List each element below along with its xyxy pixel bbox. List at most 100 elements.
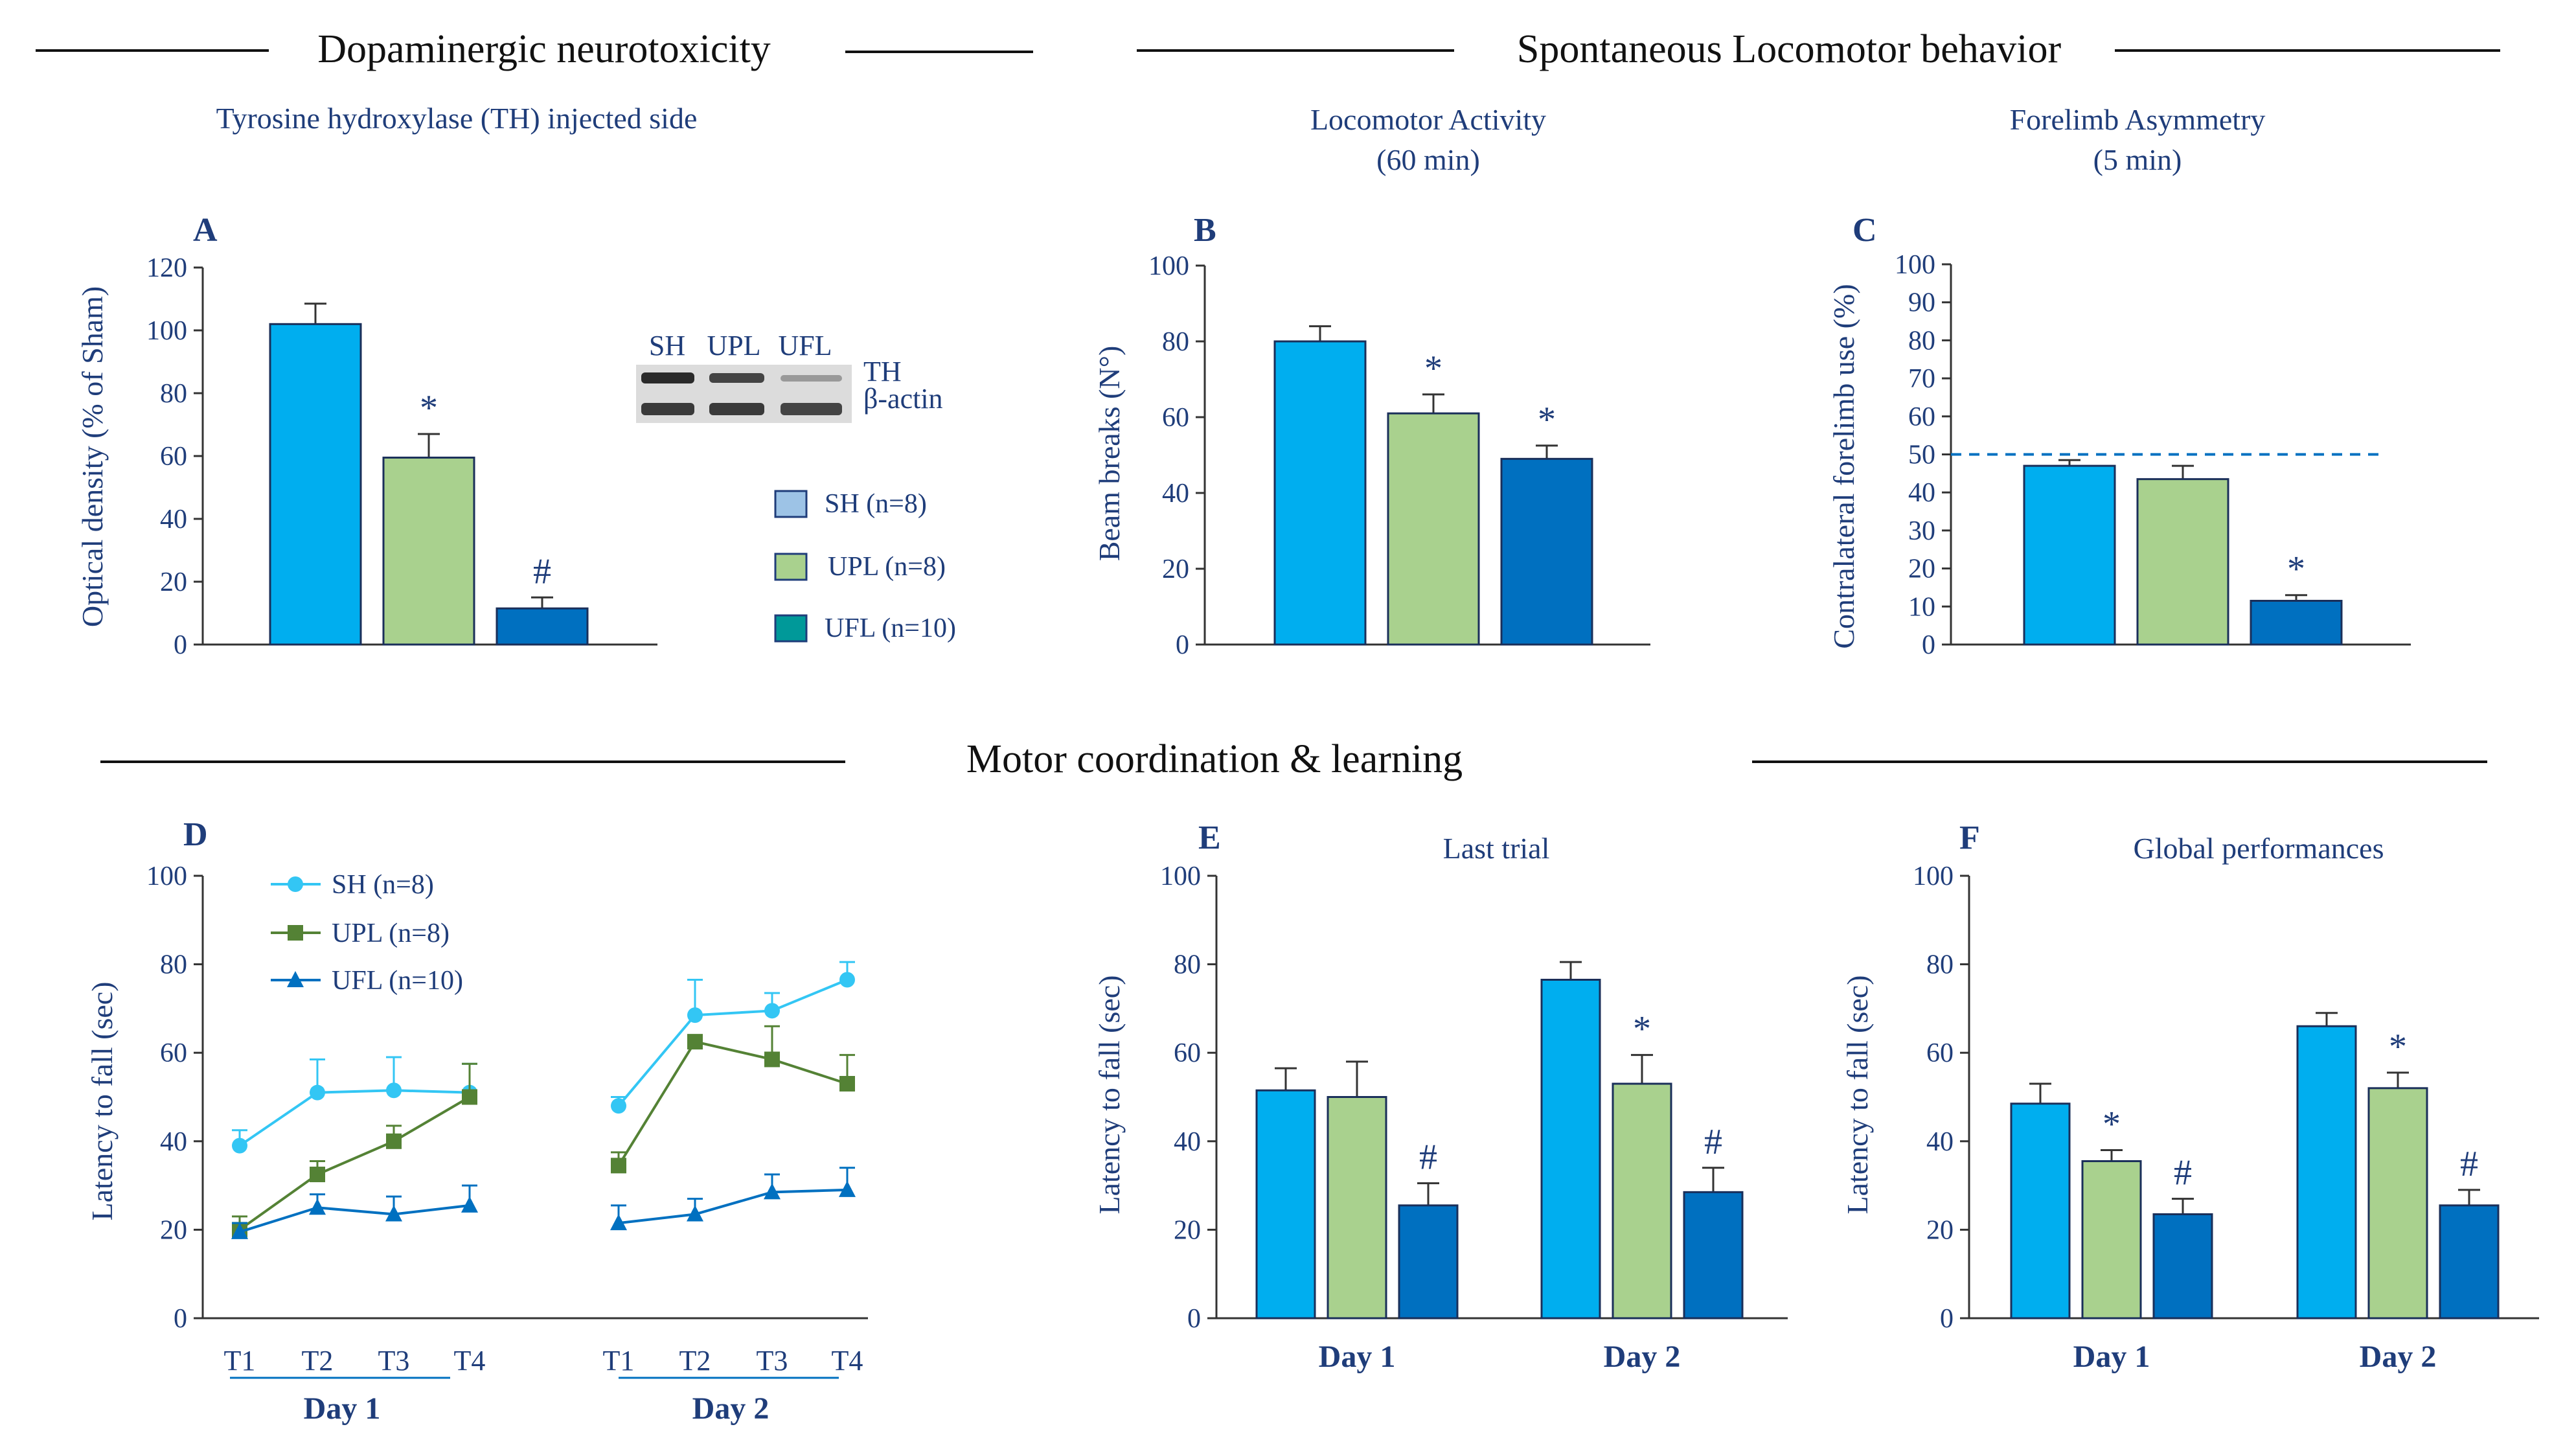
blot-band-th-sh [641, 372, 694, 383]
blot-row-actin: β-actin [863, 383, 943, 415]
panel-f-chart: 0 20 40 60 80 100 * # Day 1 * # Day 2 [1913, 862, 2539, 1374]
panel-d-legend-label-ufl: UFL (n=10) [332, 966, 463, 996]
panel-d-ylabel: Latency to fall (sec) [85, 981, 119, 1220]
blot-band-actin-upl [709, 403, 764, 415]
panel-b-bar-ufl [1500, 457, 1593, 646]
panel-d-xtick-label: T4 [454, 1345, 486, 1377]
blot-band-actin-ufl [781, 403, 842, 415]
panel-e-bar-upl [1327, 1096, 1387, 1320]
panel-e-category-label: Day 2 [1604, 1340, 1681, 1374]
panel-c-annotation: * [2287, 549, 2305, 589]
panel-d-ytick-label: 80 [160, 950, 187, 980]
legend-label-upl: UPL (n=8) [828, 552, 946, 582]
panel-d-xtick-label: T3 [757, 1345, 788, 1377]
panel-b-ytick-label: 100 [1148, 251, 1189, 281]
panel-d-xtick-label: T2 [679, 1345, 711, 1377]
panel-a-ytick-label: 40 [160, 505, 187, 534]
panel-a-letter: A [193, 212, 218, 249]
panel-a-ytick-label: 60 [160, 442, 187, 472]
panel-e-annotation: * [1633, 1009, 1651, 1049]
panel-f-letter: F [1959, 819, 1980, 856]
section-motor: Motor coordination & learning [100, 737, 2487, 781]
panel-d-group-label: Day 1 [304, 1391, 381, 1426]
panel-e-subtitle: Last trial [1443, 832, 1550, 865]
panel-d-series-sh-point [611, 1098, 626, 1114]
panel-e-category-label: Day 1 [1319, 1340, 1396, 1374]
panel-a-ytick-label: 20 [160, 567, 187, 597]
panel-e-annotation: # [1704, 1122, 1722, 1162]
panel-b-ytick-label: 60 [1162, 403, 1189, 433]
panel-c-ytick-label: 100 [1895, 250, 1935, 280]
panel-e-ytick-label: 20 [1174, 1215, 1201, 1245]
panel-d-series-ufl-line [618, 1188, 848, 1225]
panel-d-xtick-label: T1 [224, 1345, 256, 1377]
panel-f-ylabel: Latency to fall (sec) [1841, 975, 1874, 1214]
panel-c-bar-upl [2136, 478, 2229, 646]
blot-band-actin-sh [641, 403, 694, 415]
panel-d-series-ufl-point [610, 1214, 627, 1231]
panel-c-ytick-label: 10 [1908, 592, 1935, 622]
panel-e-letter: E [1198, 819, 1221, 856]
panel-d-series-upl-line [238, 1095, 471, 1231]
panel-d-series-ufl-point [385, 1205, 402, 1222]
panel-d-legend-marker-upl [288, 925, 303, 941]
section-dopaminergic-title: Dopaminergic neurotoxicity [317, 27, 771, 71]
panel-d-series-sh-point [232, 1137, 247, 1154]
panel-d-series-upl-point [687, 1034, 703, 1050]
panel-c-ytick-label: 30 [1908, 516, 1935, 546]
panel-c-ytick-label: 80 [1908, 326, 1935, 356]
panel-b-annotation: * [1538, 400, 1556, 440]
section-locomotor-title: Spontaneous Locomotor behavior [1517, 27, 2062, 71]
panel-b-ytick-label: 40 [1162, 479, 1189, 509]
panel-f-ytick-label: 100 [1913, 862, 1954, 891]
panel-d-legend-label-upl: UPL (n=8) [332, 919, 450, 948]
panel-e-chart: 0 20 40 60 80 100 # Day 1 * # Day 2 [1160, 862, 1788, 1374]
panel-b-ylabel: Beam breaks (N°) [1093, 346, 1126, 562]
panel-d-group-label: Day 2 [692, 1391, 769, 1426]
panel-f-bar-upl [2081, 1160, 2142, 1320]
panel-d-series-ufl-point [764, 1183, 781, 1200]
panel-a-ytick-label: 100 [146, 316, 187, 346]
panel-a-bar-ufl [496, 607, 589, 646]
panel-b-letter: B [1194, 212, 1216, 249]
panel-b-ytick-label: 0 [1176, 630, 1189, 660]
panel-d-series-ufl-point [839, 1180, 856, 1197]
panel-f-ytick-label: 20 [1926, 1215, 1954, 1245]
panel-e-bar-sh [1540, 979, 1601, 1320]
panel-e-bar-ufl [1683, 1191, 1744, 1320]
panel-f-annotation: * [2389, 1027, 2407, 1067]
panel-d-series-sh-line [617, 978, 848, 1107]
section-locomotor: Spontaneous Locomotor behavior [1137, 27, 2500, 71]
panel-d-series-upl-line [617, 1040, 848, 1167]
panel-b-subtitle-2: (60 min) [1376, 143, 1480, 176]
panel-d-ytick-label: 20 [160, 1215, 187, 1245]
panel-d-chart: 0 20 40 60 80 100 T1 T2 T3 T4 T1 T2 T3 T4 Day 1 Day 2 SH… [146, 862, 868, 1426]
section-motor-title: Motor coordination & learning [966, 737, 1463, 781]
blot-lane-ufl: UFL [778, 330, 832, 361]
panel-d-series-sh-point [764, 1003, 780, 1019]
panel-b-chart: 0 20 40 60 80 100 * * [1148, 251, 1650, 660]
panel-f-ytick-label: 0 [1940, 1304, 1954, 1334]
panel-e-ytick-label: 80 [1174, 950, 1201, 980]
panel-f-annotation: # [2460, 1144, 2478, 1184]
blot-lane-upl: UPL [707, 330, 760, 361]
panel-c-ytick-label: 90 [1908, 288, 1935, 318]
panel-d-ytick-label: 100 [146, 862, 187, 891]
blot-band-th-ufl [781, 375, 842, 382]
panel-b-annotation: * [1424, 349, 1442, 389]
panel-c-ytick-label: 70 [1908, 364, 1935, 394]
panel-a-annotation: * [420, 388, 438, 428]
panel-d-series-upl-point [386, 1133, 402, 1149]
panel-d-series-sh-point [310, 1084, 325, 1101]
panel-e-bar-upl [1612, 1082, 1672, 1320]
panel-a-ylabel: Optical density (% of Sham) [76, 286, 109, 627]
panel-f-ytick-label: 60 [1926, 1038, 1954, 1068]
panel-f-bar-sh [2296, 1025, 2357, 1320]
panel-d-series-sh-line [238, 1089, 470, 1147]
panel-e-bar-sh [1255, 1089, 1316, 1320]
panel-d-series-sh-point [839, 972, 855, 988]
panel-d-ytick-label: 0 [174, 1304, 187, 1334]
panel-e-ytick-label: 100 [1160, 862, 1201, 891]
panel-b-ytick-label: 80 [1162, 327, 1189, 357]
legend-swatch-upl [774, 553, 808, 581]
